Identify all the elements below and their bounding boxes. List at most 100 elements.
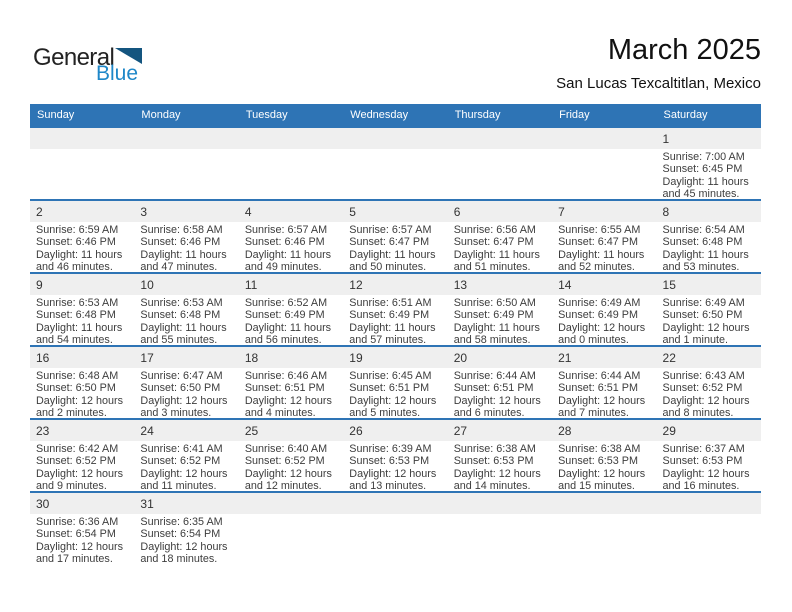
sunset-line: Sunset: 6:47 PM (349, 236, 430, 249)
day-cell-details: Sunrise: 6:40 AM Sunset: 6:52 PM Daylight:… (239, 441, 343, 492)
title-block: March 2025 San Lucas Texcaltitlan, Mexic… (556, 34, 761, 92)
daylight-line: Daylight: 12 hours and 2 minutes. (36, 394, 124, 420)
daylight-line: Daylight: 12 hours and 4 minutes. (244, 394, 332, 420)
daylight-line: Daylight: 12 hours and 7 minutes. (558, 394, 646, 420)
page-title: March 2025 (607, 34, 761, 66)
page-subtitle: San Lucas Texcaltitlan, Mexico (556, 75, 761, 93)
sunrise-line: Sunrise: 6:53 AM (140, 297, 223, 309)
day-cell-details: Sunrise: 6:49 AM Sunset: 6:49 PM Daylight:… (552, 295, 656, 346)
day-number: 1 (662, 132, 670, 146)
daylight-line: Daylight: 11 hours and 46 minutes. (36, 248, 123, 274)
sunrise-line: Sunrise: 6:58 AM (140, 224, 223, 236)
day-numbers-band: 2 3 4 5 6 7 8 (30, 201, 761, 222)
empty-day-cell (448, 149, 552, 199)
sunrise-line: Sunrise: 6:51 AM (349, 297, 432, 309)
general-blue-logo: General Blue (33, 46, 143, 85)
day-details-band: Sunrise: 7:00 AM Sunset: 6:45 PM Daylight:… (30, 149, 761, 200)
empty-day-cell (343, 149, 447, 199)
day-details-band: Sunrise: 6:59 AM Sunset: 6:46 PM Daylight:… (30, 222, 761, 274)
day-cell-details: Sunrise: 6:54 AM Sunset: 6:48 PM Daylight:… (657, 222, 761, 274)
day-cell-details: Sunrise: 6:44 AM Sunset: 6:51 PM Daylight:… (448, 368, 552, 420)
sunrise-line: Sunrise: 6:52 AM (244, 297, 328, 309)
empty-day-cell (30, 149, 134, 199)
day-number: 20 (453, 351, 468, 365)
daylight-line: Daylight: 11 hours and 49 minutes. (244, 248, 332, 274)
day-number: 3 (140, 205, 148, 219)
daylight-line: Daylight: 12 hours and 1 minute. (662, 321, 750, 347)
weekday-header-saturday: Saturday (663, 109, 708, 121)
day-cell-details: Sunrise: 6:51 AM Sunset: 6:49 PM Daylight:… (343, 295, 447, 346)
sunset-line: Sunset: 6:52 PM (244, 455, 325, 468)
daylight-line: Daylight: 12 hours and 9 minutes. (36, 467, 124, 493)
sunset-line: Sunset: 6:48 PM (36, 309, 116, 322)
logo-flag-triangle-icon (115, 48, 143, 64)
day-cell-details: Sunrise: 6:43 AM Sunset: 6:52 PM Daylight:… (657, 368, 761, 419)
day-number: 29 (662, 424, 676, 438)
sunrise-line: Sunrise: 6:38 AM (558, 443, 641, 455)
sunrise-line: Sunrise: 6:35 AM (140, 516, 223, 528)
day-number: 28 (558, 424, 572, 438)
day-cell-details: Sunrise: 6:37 AM Sunset: 6:53 PM Daylight:… (657, 441, 761, 492)
sunset-line: Sunset: 6:46 PM (36, 236, 116, 249)
daylight-line: Daylight: 11 hours and 52 minutes. (558, 248, 645, 274)
sunrise-line: Sunrise: 6:57 AM (244, 224, 328, 236)
empty-day-number (239, 493, 343, 514)
empty-day-number (343, 128, 447, 149)
sunrise-line: Sunrise: 6:44 AM (453, 370, 536, 382)
sunrise-line: Sunrise: 6:43 AM (662, 370, 745, 382)
daylight-line: Daylight: 12 hours and 17 minutes. (36, 540, 124, 566)
empty-day-cell (657, 514, 761, 564)
sunrise-line: Sunrise: 6:49 AM (662, 297, 745, 309)
sunrise-line: Sunrise: 6:37 AM (662, 443, 745, 455)
empty-day-cell (343, 514, 447, 564)
sunset-line: Sunset: 6:51 PM (349, 382, 430, 395)
empty-day-cell (448, 514, 552, 564)
daylight-line: Daylight: 12 hours and 18 minutes. (140, 540, 228, 566)
empty-day-number (448, 493, 552, 514)
logo-text-blue: Blue (96, 62, 139, 85)
sunrise-line: Sunrise: 6:53 AM (36, 297, 119, 309)
daylight-line: Daylight: 11 hours and 47 minutes. (140, 248, 227, 274)
day-cell-details: Sunrise: 6:57 AM Sunset: 6:47 PM Daylight:… (343, 222, 447, 273)
day-number: 19 (349, 351, 363, 365)
day-cell-details: Sunrise: 6:49 AM Sunset: 6:50 PM Daylight:… (657, 295, 761, 347)
day-number: 10 (140, 278, 154, 292)
day-cell-details: Sunrise: 6:56 AM Sunset: 6:47 PM Daylight:… (448, 222, 552, 273)
day-number: 11 (244, 278, 258, 292)
sunset-line: Sunset: 6:50 PM (140, 382, 221, 395)
sunset-line: Sunset: 6:50 PM (36, 382, 116, 395)
sunset-line: Sunset: 6:45 PM (662, 163, 743, 176)
day-cell-details: Sunrise: 6:35 AM Sunset: 6:54 PM Daylight:… (134, 514, 238, 566)
sunrise-line: Sunrise: 6:36 AM (36, 516, 119, 528)
day-number: 2 (36, 205, 43, 219)
daylight-line: Daylight: 12 hours and 6 minutes. (453, 394, 541, 420)
day-number: 31 (140, 497, 154, 511)
week-row: 2 3 4 5 6 7 8 Sunrise: 6:59 AM Sunset: 6:46 PM Da… (30, 199, 761, 274)
daylight-line: Daylight: 11 hours and 54 minutes. (36, 321, 123, 347)
day-cell-details: Sunrise: 6:50 AM Sunset: 6:49 PM Daylight:… (448, 295, 552, 346)
daylight-line: Daylight: 11 hours and 53 minutes. (662, 248, 749, 274)
sunrise-line: Sunrise: 6:40 AM (244, 443, 328, 455)
day-cell-details: Sunrise: 6:58 AM Sunset: 6:46 PM Daylight:… (134, 222, 238, 274)
day-number: 23 (36, 424, 50, 438)
sunrise-line: Sunrise: 6:45 AM (349, 370, 432, 382)
day-number: 16 (36, 351, 50, 365)
empty-day-number (134, 128, 238, 149)
sunrise-line: Sunrise: 6:48 AM (36, 370, 119, 382)
weekday-header-sunday: Sunday (37, 109, 75, 121)
day-number: 13 (453, 278, 468, 292)
day-cell-details: Sunrise: 6:46 AM Sunset: 6:51 PM Daylight:… (239, 368, 343, 420)
day-cell-details: Sunrise: 6:39 AM Sunset: 6:53 PM Daylight:… (343, 441, 447, 493)
day-number: 12 (349, 278, 363, 292)
empty-day-number (552, 493, 656, 514)
day-number: 8 (662, 205, 670, 219)
sunrise-line: Sunrise: 6:55 AM (558, 224, 641, 236)
sunset-line: Sunset: 6:51 PM (453, 382, 534, 395)
week-row: 9 10 11 12 13 14 15 Sunrise: 6:53 AM Sunset: 6:4… (30, 272, 761, 347)
daylight-line: Daylight: 12 hours and 13 minutes. (349, 467, 437, 493)
empty-day-cell (239, 149, 343, 199)
sunset-line: Sunset: 6:46 PM (244, 236, 325, 249)
daylight-line: Daylight: 12 hours and 11 minutes. (140, 467, 228, 493)
weekday-header-friday: Friday (559, 109, 590, 121)
sunrise-line: Sunrise: 6:57 AM (349, 224, 432, 236)
